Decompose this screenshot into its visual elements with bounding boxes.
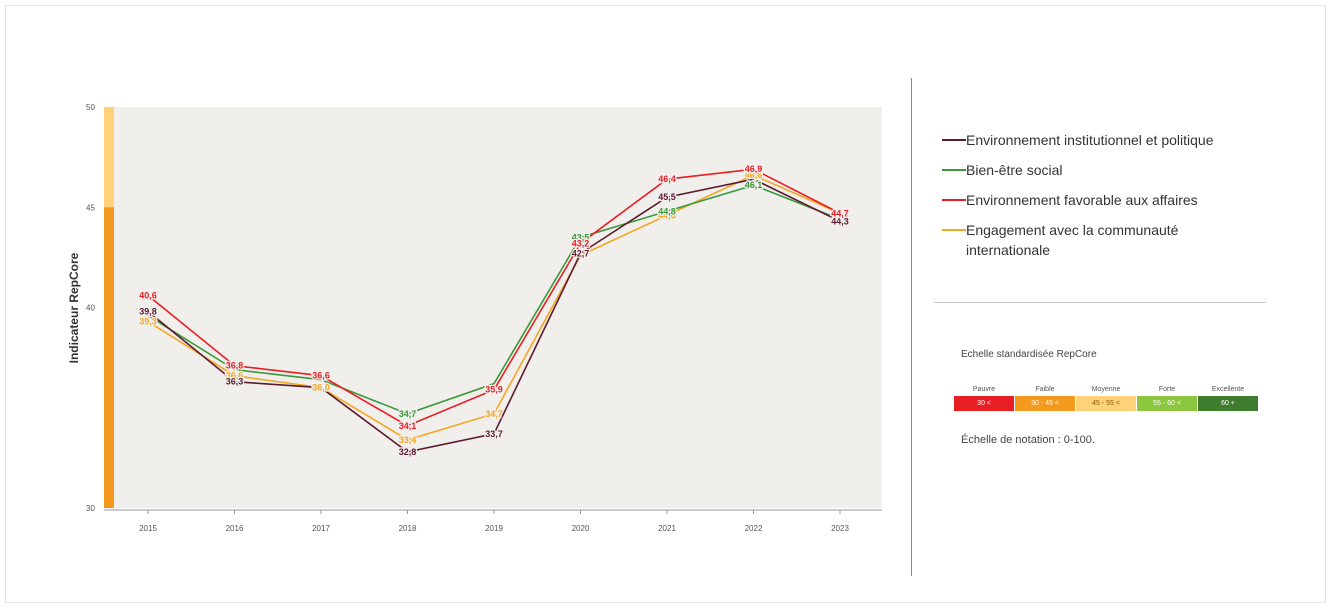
- data-label: 36,6: [226, 371, 244, 381]
- scale-level-name: Forte: [1158, 386, 1176, 393]
- data-label: 44,3: [831, 216, 849, 226]
- data-label: 36,0: [312, 383, 330, 393]
- scale-level-name: Moyenne: [1091, 386, 1121, 393]
- x-tick-label: 2018: [399, 524, 417, 533]
- series-line: [147, 174, 841, 441]
- x-tick-label: 2015: [139, 524, 157, 533]
- chart-card: 30 40 45 50 Indicateur RepCore 2015 2016 2017 20…: [5, 5, 1326, 603]
- scale-title: Echelle standardisée RepCore: [961, 349, 1097, 360]
- y-tick-label: 45: [86, 203, 95, 212]
- y-tick-label: 50: [86, 103, 95, 112]
- series-line: [147, 184, 841, 415]
- data-label: 33,7: [485, 429, 503, 439]
- scale-level-pauvre: Pauvre 30 <: [952, 384, 1016, 411]
- scale-level-name: Pauvre: [972, 386, 996, 393]
- scale-note: Échelle de notation : 0-100.: [961, 434, 1095, 446]
- series-line: [147, 178, 841, 453]
- scale-level-range: 55 - 60 <: [1137, 396, 1197, 411]
- legend-swatch: [942, 139, 966, 141]
- legend-swatch: [942, 199, 966, 201]
- data-label: 43,5: [572, 232, 590, 242]
- data-label: 44,7: [831, 208, 849, 218]
- data-label: 44,8: [658, 206, 676, 216]
- data-label: 44,4: [831, 214, 849, 224]
- scale-level-name: Faible: [1035, 386, 1055, 393]
- legend-item-institutionnel: Environnement institutionnel et politiqu…: [942, 130, 1312, 150]
- axis-scale-bar-lower: [104, 207, 114, 508]
- legend-label: Engagement avec la communauté internatio…: [966, 222, 1179, 258]
- horizontal-divider: [934, 302, 1266, 303]
- data-label: 36,6: [312, 371, 330, 381]
- scale-level-forte: Forte 55 - 60 <: [1135, 384, 1199, 411]
- scale-level-range: 30 <: [954, 396, 1014, 411]
- data-label: 36,8: [226, 361, 244, 371]
- data-label: 46,9: [745, 164, 763, 174]
- y-axis-title: Indicateur RepCore: [67, 252, 81, 363]
- data-label: 46,1: [745, 180, 763, 190]
- legend-label: Environnement favorable aux affaires: [966, 192, 1198, 208]
- data-label: 45,5: [658, 192, 676, 202]
- data-label: 34,7: [399, 409, 417, 419]
- data-label: 33,4: [399, 435, 417, 445]
- scale-level-faible: Faible 30 - 45 <: [1013, 384, 1077, 411]
- data-label: 43,2: [572, 238, 590, 248]
- scale-row: Pauvre 30 < Faible 30 - 45 < Moyenne 45 …: [952, 384, 1260, 411]
- x-tick-label: 2019: [485, 524, 503, 533]
- data-label: 42,7: [572, 248, 590, 258]
- data-label: 40,6: [139, 290, 157, 300]
- series-line: [147, 168, 841, 427]
- legend-swatch: [942, 169, 966, 171]
- scale-level-range: 30 - 45 <: [1015, 396, 1075, 411]
- data-label: 36,3: [226, 377, 244, 387]
- legend-item-engagement: Engagement avec la communauté internatio…: [942, 220, 1312, 260]
- data-label: 39,3: [139, 317, 157, 327]
- data-label: 34,1: [399, 421, 417, 431]
- legend-label: Bien-être social: [966, 162, 1063, 178]
- line-chart: 30 40 45 50 Indicateur RepCore 2015 2016 2017 20…: [67, 103, 882, 533]
- scale-level-excellente: Excellente 60 +: [1196, 384, 1260, 411]
- scale-level-range: 45 - 55 <: [1076, 396, 1136, 411]
- legend-item-affaires: Environnement favorable aux affaires: [942, 190, 1312, 210]
- legend-label: Environnement institutionnel et politiqu…: [966, 132, 1214, 148]
- data-label: 46,4: [658, 174, 676, 184]
- scale-level-range: 60 +: [1198, 396, 1258, 411]
- x-tick-label: 2020: [572, 524, 590, 533]
- data-label: 46,6: [745, 170, 763, 180]
- x-tick-label: 2023: [831, 524, 849, 533]
- y-tick-label: 40: [86, 304, 95, 313]
- data-label: 32,8: [399, 447, 417, 457]
- scale-level-name: Excellente: [1211, 386, 1245, 393]
- data-label: 35,9: [485, 385, 503, 395]
- data-label: 34,7: [485, 409, 503, 419]
- x-tick-label: 2016: [226, 524, 244, 533]
- data-label: 39,8: [139, 307, 157, 317]
- scale-level-moyenne: Moyenne 45 - 55 <: [1074, 384, 1138, 411]
- legend-swatch: [942, 229, 966, 231]
- x-tick-label: 2022: [745, 524, 763, 533]
- y-tick-label: 30: [86, 504, 95, 513]
- vertical-divider: [911, 78, 912, 576]
- data-label: 44,6: [658, 210, 676, 220]
- legend-item-bien-etre: Bien-être social: [942, 160, 1312, 180]
- x-tick-label: 2017: [312, 524, 330, 533]
- legend: Environnement institutionnel et politiqu…: [942, 130, 1312, 270]
- x-tick-label: 2021: [658, 524, 676, 533]
- plot-area: [104, 107, 882, 508]
